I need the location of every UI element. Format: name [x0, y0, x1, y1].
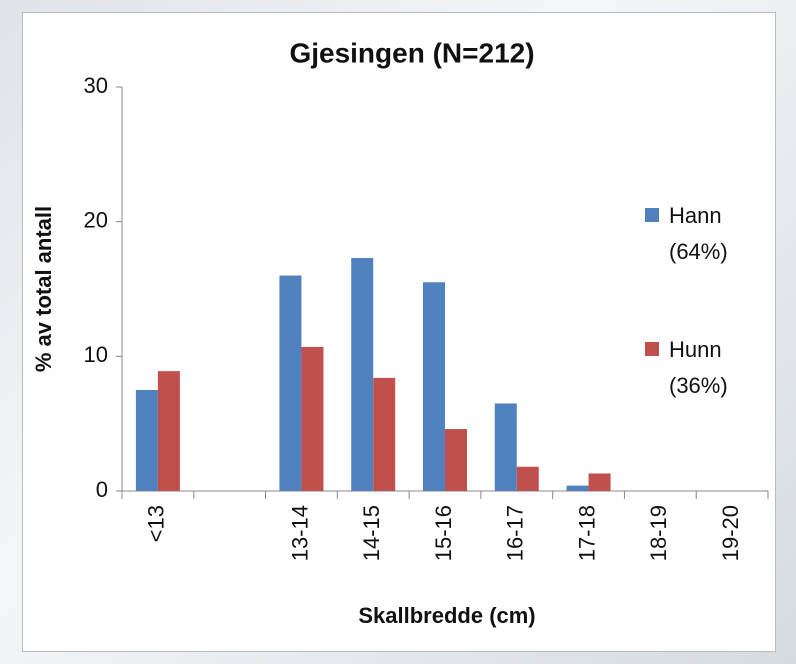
- x-axis-title: Skallbredde (cm): [358, 603, 535, 628]
- x-tick-label: 19-20: [718, 505, 743, 561]
- y-tick-label: 10: [84, 342, 108, 367]
- legend-label: Hann (64%): [669, 203, 728, 264]
- chart-panel: [22, 12, 776, 652]
- bar: [445, 429, 467, 491]
- chart-title: Gjesingen (N=212): [289, 37, 534, 68]
- x-tick-label: 14-15: [359, 505, 384, 561]
- y-tick-label: 0: [96, 477, 108, 502]
- bar: [423, 282, 445, 491]
- bar: [351, 258, 374, 491]
- x-tick-label: 15-16: [431, 505, 456, 561]
- legend-swatch: [645, 208, 659, 222]
- x-tick-label: <13: [144, 505, 169, 542]
- y-tick-label: 30: [84, 73, 108, 98]
- x-tick-label: 16-17: [503, 505, 528, 561]
- bar: [301, 346, 324, 491]
- bar: [135, 390, 158, 491]
- y-tick-label: 20: [84, 207, 108, 232]
- x-tick-label: 17-18: [574, 505, 599, 561]
- bar: [157, 371, 180, 491]
- bar: [588, 473, 611, 491]
- bar: [566, 485, 589, 491]
- bar: [373, 377, 396, 491]
- bar: [494, 403, 517, 491]
- legend-swatch: [645, 342, 659, 356]
- bar: [279, 275, 302, 491]
- y-axis-title: % av total antall: [31, 206, 56, 372]
- x-tick-label: 18-19: [646, 505, 671, 561]
- legend-label: Hunn (36%): [669, 337, 728, 398]
- bar: [516, 466, 539, 491]
- x-tick-label: 13-14: [287, 505, 312, 561]
